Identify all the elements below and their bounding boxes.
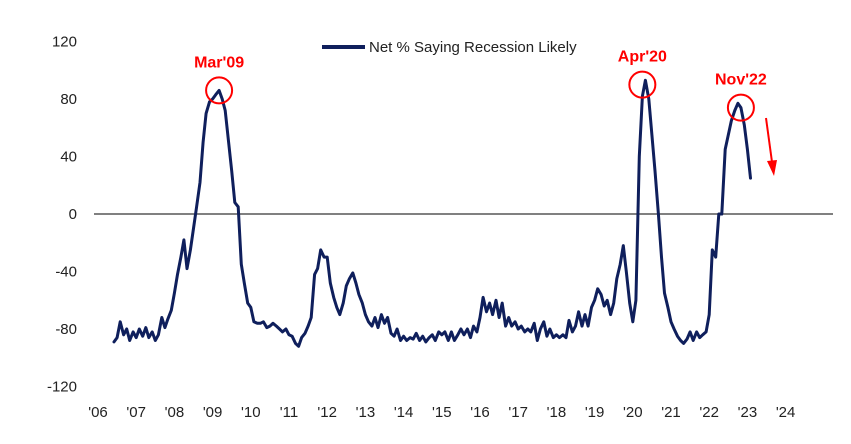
x-tick-label: '16	[470, 404, 490, 421]
x-tick-label: '18	[547, 404, 567, 421]
y-tick-label: 40	[60, 149, 77, 166]
x-tick-label: '10	[241, 404, 261, 421]
x-tick-label: '11	[280, 404, 298, 421]
x-tick-label: '14	[394, 404, 414, 421]
annotation-circle	[628, 70, 657, 99]
y-tick-label: 80	[60, 91, 77, 108]
x-tick-label: '15	[432, 404, 452, 421]
x-tick-label: '20	[623, 404, 643, 421]
x-tick-label: '07	[126, 404, 146, 421]
x-tick-label: '19	[585, 404, 605, 421]
y-tick-label: -120	[47, 379, 77, 396]
x-tick-label: '17	[508, 404, 528, 421]
y-tick-label: 0	[69, 206, 77, 223]
x-tick-label: '06	[88, 404, 108, 421]
legend-label: Net % Saying Recession Likely	[369, 39, 577, 56]
legend: Net % Saying Recession Likely	[322, 39, 577, 56]
y-tick-label: 120	[52, 34, 77, 51]
y-tick-label: -80	[55, 321, 77, 338]
series-line	[112, 78, 752, 348]
x-tick-label: '08	[165, 404, 185, 421]
annotation-label: Mar'09	[194, 54, 244, 71]
x-axis-tick-labels: '06 '07 '08 '09 '10 '11 '12 '13 '14 '15 '16 '17 '18 '…	[88, 404, 795, 421]
annotation-label: Nov'22	[715, 72, 767, 89]
annotations: Mar'09 Apr'20 Nov'22	[194, 49, 767, 122]
down-arrow-icon	[765, 117, 777, 176]
x-tick-label: '13	[356, 404, 376, 421]
x-tick-label: '23	[738, 404, 758, 421]
annotation-circle	[205, 76, 234, 105]
y-axis-tick-labels: 120 80 40 0 -40 -80 -120	[47, 34, 77, 396]
series-layer	[112, 78, 752, 348]
x-tick-label: '12	[317, 404, 337, 421]
annotation-label: Apr'20	[618, 49, 667, 66]
y-tick-label: -40	[55, 264, 77, 281]
x-tick-label: '24	[776, 404, 796, 421]
annotation-circle	[726, 93, 755, 122]
x-tick-label: '09	[203, 404, 223, 421]
x-tick-label: '22	[699, 404, 719, 421]
x-tick-label: '21	[661, 404, 681, 421]
